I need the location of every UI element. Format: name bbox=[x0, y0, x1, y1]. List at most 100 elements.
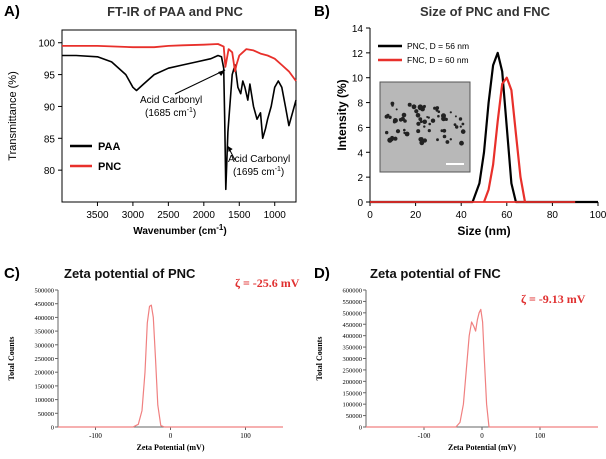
panel-b-inset-particle bbox=[459, 125, 462, 128]
panel-b-inset-particle bbox=[449, 138, 452, 141]
panel-b-inset-particle bbox=[462, 131, 465, 134]
panel-d-label: D) bbox=[314, 265, 330, 282]
panel-c-ytick-label: 150000 bbox=[35, 383, 55, 390]
panel-b-inset-particle bbox=[455, 125, 459, 129]
panel-a-label: A) bbox=[4, 3, 20, 20]
panel-b-inset-particle bbox=[435, 108, 439, 112]
panel-a-xtick-label: 1500 bbox=[228, 210, 251, 221]
panel-b-inset-particle bbox=[437, 114, 440, 118]
panel-b-ytick-label: 2 bbox=[357, 173, 363, 184]
panel-d-ytick-label: 350000 bbox=[343, 345, 363, 352]
panel-a-annotation-wavenumber: (1695 cm-1) bbox=[233, 166, 284, 178]
panel-a-series-paa bbox=[62, 54, 297, 191]
panel-b-inset-particle bbox=[414, 109, 419, 114]
panel-a-annotation-arrowhead bbox=[218, 70, 226, 76]
panel-a-series-pnc bbox=[62, 43, 297, 82]
panel-b-ytick-label: 12 bbox=[352, 49, 364, 60]
panel-d-xlabel: Zeta Potential (mV) bbox=[448, 443, 516, 452]
panel-c-xtick-label: 0 bbox=[169, 432, 173, 440]
panel-b-ytick-label: 8 bbox=[357, 99, 363, 110]
panel-d-ytick-label: 150000 bbox=[343, 390, 363, 397]
panel-b: B) Size of PNC and FNC 0 2 4 6 8 10 12 14 0 20 40 60 8… bbox=[314, 3, 606, 238]
panel-a-frame bbox=[61, 29, 297, 203]
panel-b-inset-particle bbox=[430, 118, 436, 123]
panel-a-annotation-wavenumber: (1685 cm-1) bbox=[145, 107, 196, 119]
panel-b-inset-particle bbox=[459, 140, 464, 146]
panel-c-title: Zeta potential of PNC bbox=[64, 266, 196, 281]
panel-b-ytick-label: 0 bbox=[357, 198, 363, 209]
panel-b-ytick-label: 14 bbox=[352, 24, 364, 35]
panel-a-xtick-label: 3500 bbox=[86, 210, 109, 221]
panel-a-ytick-label: 90 bbox=[44, 102, 56, 113]
panel-b-ytick-label: 6 bbox=[357, 123, 363, 134]
panel-b-label: B) bbox=[314, 3, 330, 20]
panel-b-series-pnc bbox=[370, 51, 598, 204]
panel-d-xtick-label: -100 bbox=[418, 432, 431, 440]
panel-a: A) FT-IR of PAA and PNC 80 85 90 95 100 3500 300… bbox=[4, 3, 297, 237]
panel-a-xlabel: Wavenumber (cm-1) bbox=[133, 223, 226, 237]
panel-a-xtick-label: 2000 bbox=[193, 210, 216, 221]
panel-d-ytick-label: 200000 bbox=[343, 379, 363, 386]
panel-b-inset-particle bbox=[441, 116, 447, 122]
panel-b-ylabel: Intensity (%) bbox=[335, 79, 349, 150]
panel-b-inset-particle bbox=[461, 122, 465, 126]
panel-a-ylabel: Transmittance (%) bbox=[7, 71, 19, 160]
panel-d-title: Zeta potential of FNC bbox=[370, 266, 501, 281]
panel-c-ytick-label: 500000 bbox=[35, 288, 55, 295]
panel-a-legend-label: PNC bbox=[98, 161, 121, 173]
panel-b-inset-particle bbox=[395, 108, 398, 111]
panel-b-inset-particle bbox=[388, 115, 392, 120]
panel-b-series-fnc bbox=[482, 76, 527, 203]
panel-b-title: Size of PNC and FNC bbox=[420, 4, 551, 19]
panel-d-series bbox=[366, 308, 598, 428]
panel-b-xlabel: Size (nm) bbox=[457, 224, 510, 238]
panel-d-xtick-label: 100 bbox=[535, 432, 546, 440]
panel-d-ytick-label: 250000 bbox=[343, 367, 363, 374]
panel-b-inset-particle bbox=[423, 125, 426, 128]
panel-c-xtick-label: -100 bbox=[89, 432, 102, 440]
panel-b-inset-particle bbox=[403, 128, 406, 132]
panel-b-legend-label: FNC, D = 60 nm bbox=[407, 55, 469, 65]
panel-a-xtick-label: 1000 bbox=[264, 210, 287, 221]
panel-c-ytick-label: 300000 bbox=[35, 342, 55, 349]
panel-c-series bbox=[58, 304, 283, 428]
panel-b-legend-label: PNC, D = 56 nm bbox=[407, 41, 469, 51]
panel-a-annotation: Acid Carbonyl bbox=[140, 95, 202, 106]
panel-b-xtick-label: 20 bbox=[410, 210, 422, 221]
panel-b-inset-particle bbox=[449, 111, 452, 114]
panel-a-title: FT-IR of PAA and PNC bbox=[107, 4, 243, 19]
panel-c-ytick-label: 0 bbox=[51, 425, 54, 432]
panel-b-inset-particle bbox=[445, 140, 450, 144]
panel-c-label: C) bbox=[4, 265, 20, 282]
panel-c-xtick-label: 100 bbox=[240, 432, 251, 440]
panel-b-inset-particle bbox=[426, 116, 429, 118]
panel-b-inset-particle bbox=[417, 104, 423, 110]
panel-b-xtick-label: 40 bbox=[456, 210, 468, 221]
panel-a-xtick-label: 3000 bbox=[122, 210, 145, 221]
panel-b-inset-particle bbox=[427, 129, 431, 133]
panel-b-xtick-label: 60 bbox=[501, 210, 513, 221]
panel-a-ytick-label: 80 bbox=[44, 166, 56, 177]
panel-d-xtick-label: 0 bbox=[480, 432, 484, 440]
panel-b-inset-particle bbox=[454, 115, 457, 118]
panel-d-ytick-label: 400000 bbox=[343, 333, 363, 340]
panel-b-inset-particle bbox=[435, 106, 440, 110]
panel-b-inset-particle bbox=[418, 137, 423, 142]
panel-b-inset-particle bbox=[422, 119, 428, 125]
panel-d-ytick-label: 500000 bbox=[343, 310, 363, 317]
panel-b-inset-particle bbox=[393, 136, 398, 141]
panel-b-inset-particle bbox=[453, 123, 457, 126]
panel-b-inset-particle bbox=[416, 129, 421, 134]
panel-c: C) Zeta potential of PNC 0 50000 100000 15000… bbox=[4, 265, 300, 452]
panel-b-inset-particle bbox=[416, 121, 421, 126]
panel-d-zeta-value: ζ = -9.13 mV bbox=[521, 292, 586, 306]
panel-a-annotation: Acid Carbonyl bbox=[228, 154, 290, 165]
panel-a-annotation-arrow bbox=[174, 69, 226, 95]
panel-c-zeta-value: ζ = -25.6 mV bbox=[235, 276, 300, 290]
panel-a-xtick-label: 2500 bbox=[157, 210, 180, 221]
panel-b-inset-particle bbox=[411, 104, 417, 110]
panel-a-ytick-label: 95 bbox=[44, 71, 56, 82]
panel-d-ytick-label: 300000 bbox=[343, 356, 363, 363]
panel-b-ytick-label: 4 bbox=[357, 148, 363, 159]
